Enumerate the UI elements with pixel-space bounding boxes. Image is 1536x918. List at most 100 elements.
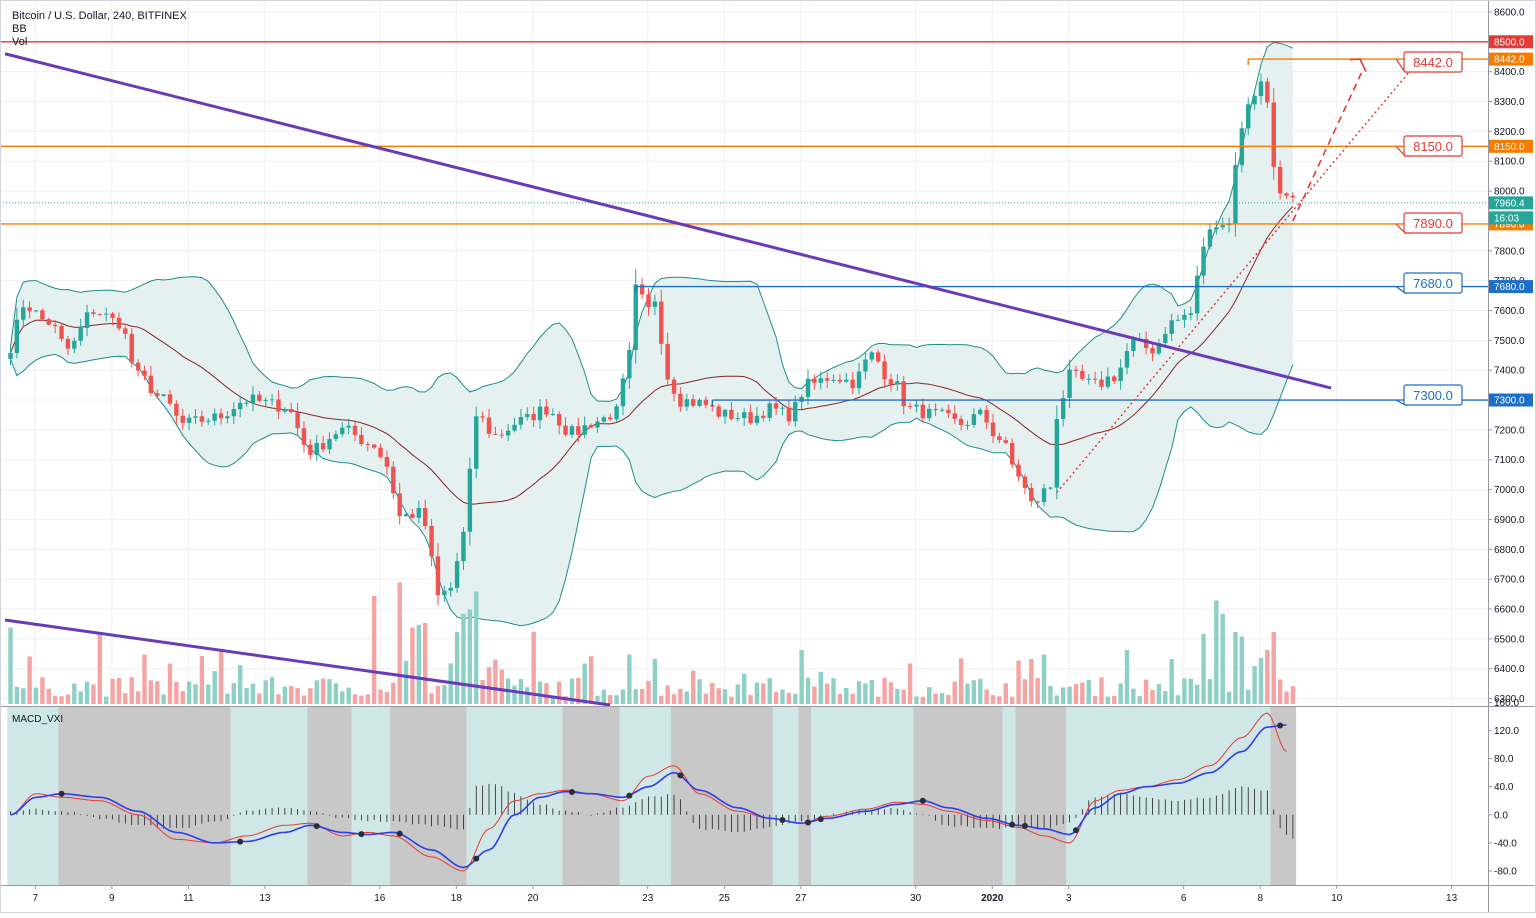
- macd-series: [10, 712, 1294, 872]
- volume-bar: [601, 689, 607, 704]
- volume-bar: [1194, 684, 1200, 704]
- volume-bar: [888, 682, 894, 704]
- volume-bar: [844, 687, 849, 704]
- candle-body: [1086, 378, 1091, 380]
- time-tick-label: 25: [719, 893, 731, 904]
- volume-bar: [780, 689, 785, 704]
- volume-bar: [1265, 650, 1270, 704]
- volume-bar: [620, 689, 626, 704]
- candle-body: [27, 307, 32, 312]
- candle-body: [831, 379, 836, 381]
- volume-bar: [21, 688, 26, 704]
- candle-body: [135, 362, 141, 371]
- candle-body: [512, 424, 517, 431]
- candle-body: [78, 328, 83, 341]
- volume-bar: [186, 681, 192, 704]
- volume-bar: [78, 691, 83, 704]
- volume-bar: [1271, 632, 1276, 704]
- candle-body: [346, 425, 351, 428]
- volume-bar: [665, 685, 670, 704]
- candle-body: [576, 426, 581, 435]
- volume-bar: [984, 689, 989, 704]
- macd-zone-teal: [772, 707, 799, 885]
- volume-bar: [939, 693, 945, 704]
- bb-indicator-label[interactable]: BB: [12, 23, 27, 35]
- volume-bar: [429, 693, 434, 704]
- callout-box: [1403, 135, 1463, 157]
- candle-body: [333, 434, 339, 440]
- candle-body: [1105, 376, 1111, 387]
- volume-bar: [33, 687, 39, 704]
- volume-bar: [1073, 684, 1079, 704]
- candle-body: [1022, 476, 1028, 488]
- volume-bar: [289, 686, 294, 704]
- candle-body: [639, 284, 645, 295]
- candle-body: [1220, 225, 1225, 228]
- volume-bar: [550, 696, 555, 704]
- candle-body: [537, 406, 543, 421]
- candle-body: [167, 394, 173, 404]
- macd-cross-dot: [396, 830, 403, 837]
- candle-body: [263, 399, 268, 401]
- volume-bar: [990, 695, 996, 704]
- volume-bar: [742, 673, 747, 704]
- volume-bar: [818, 671, 823, 704]
- candle-body: [1029, 487, 1034, 502]
- candle-body: [844, 379, 849, 382]
- price-tick-label: 8300.0: [1494, 97, 1525, 108]
- candle-body: [901, 381, 906, 407]
- volume-bar: [1099, 677, 1104, 704]
- volume-bar: [678, 688, 683, 704]
- candle-body: [754, 415, 760, 424]
- symbol-title[interactable]: Bitcoin / U.S. Dollar, 240, BITFINEX: [12, 10, 187, 22]
- volume-bar: [684, 691, 689, 704]
- volume-bar: [301, 695, 307, 704]
- price-tag-8442.0-bg: [1489, 52, 1533, 66]
- macd-cross-dot: [313, 823, 320, 830]
- candle-body: [1277, 166, 1283, 194]
- volume-bar: [59, 696, 64, 704]
- macd-zone-teal: [351, 707, 391, 885]
- price-tag-7680.0: 7680.0: [1494, 282, 1525, 293]
- volume-bar: [761, 683, 766, 704]
- candle-body: [729, 409, 734, 419]
- macd-zone-gray: [913, 707, 1003, 885]
- volume-bar: [907, 663, 913, 704]
- volume-bar: [1003, 683, 1008, 704]
- candle-body: [1182, 314, 1187, 320]
- candle-body: [703, 399, 709, 406]
- macd-zone-teal: [1066, 707, 1271, 885]
- volume-bar: [333, 683, 339, 704]
- volume-bar: [269, 677, 275, 704]
- candle-body: [1252, 96, 1257, 105]
- candle-body: [97, 313, 103, 315]
- bb-basis: [10, 205, 1294, 505]
- candle-body: [1265, 81, 1270, 103]
- volume-bar: [263, 680, 268, 704]
- candle-body: [448, 587, 453, 591]
- macd-indicator-label[interactable]: MACD_VXI: [12, 714, 64, 725]
- candle-body: [301, 428, 307, 445]
- candle-body: [186, 417, 192, 423]
- candle-body: [875, 352, 881, 362]
- descending-trendline: [4, 52, 1332, 390]
- price-tick-label: 7800.0: [1494, 246, 1525, 257]
- candle-body: [742, 412, 747, 419]
- candle-body: [1150, 347, 1155, 354]
- volume-bar: [1016, 660, 1021, 704]
- rising-trendline: [1056, 58, 1421, 494]
- callout-8442.0: 8442.0: [1395, 51, 1463, 73]
- candle-body: [958, 418, 964, 425]
- candle-body: [1073, 369, 1079, 371]
- candle-body: [320, 443, 326, 450]
- candle-body: [237, 402, 243, 410]
- volume-bar: [1233, 632, 1238, 704]
- price-tick-label: 7000.0: [1494, 485, 1525, 496]
- candle-body: [161, 394, 166, 397]
- volume-indicator-label[interactable]: Vol: [12, 36, 28, 48]
- price-tick-label: 8200.0: [1494, 127, 1525, 138]
- volume-bar: [1029, 659, 1034, 704]
- volume-bar: [1137, 696, 1142, 704]
